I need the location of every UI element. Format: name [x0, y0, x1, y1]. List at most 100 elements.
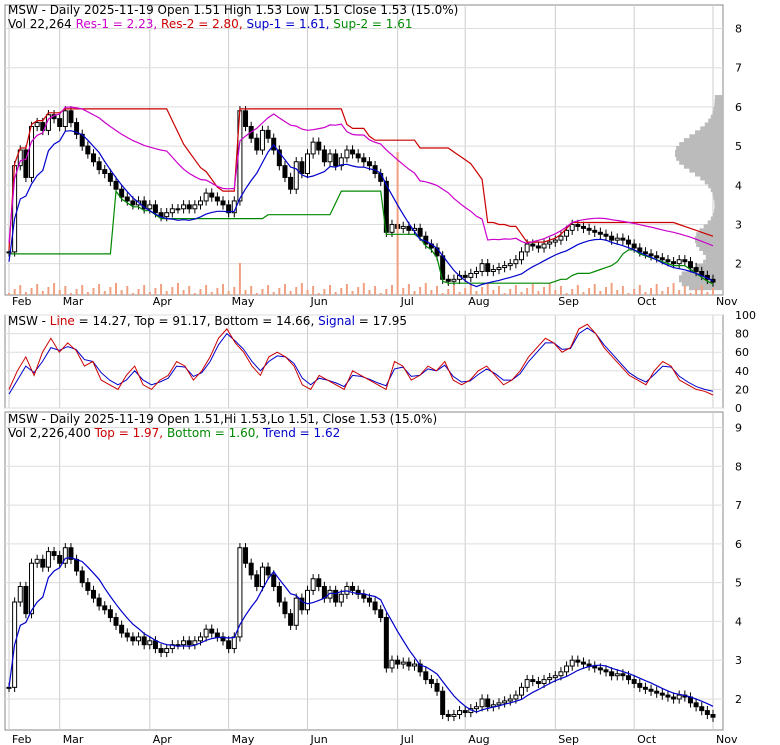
- trend-candle-body: [614, 673, 620, 677]
- trend-candle-body: [40, 558, 46, 568]
- volume-bar: [526, 288, 529, 295]
- volume-profile-bar: [703, 224, 723, 232]
- volume-bar: [593, 284, 596, 295]
- trend-candle-body: [203, 628, 209, 638]
- price-candle-body: [400, 225, 406, 229]
- price-candle-body: [276, 149, 282, 167]
- trend-candle-body: [547, 677, 553, 681]
- volume-profile-bar: [712, 189, 723, 197]
- trend-candle-body: [350, 586, 356, 591]
- price-candle-body: [665, 259, 671, 263]
- trend-candle-body: [243, 547, 249, 564]
- volume-bar: [441, 293, 444, 295]
- volume-profile-bar: [699, 228, 723, 236]
- volume-bar: [689, 293, 692, 295]
- price-candle-body: [304, 153, 310, 175]
- trend-panel-legend-part: Bottom = 1.60,: [167, 426, 263, 440]
- volume-bar: [109, 287, 112, 295]
- oscillator-line: [8, 323, 714, 396]
- price-candle-body: [147, 204, 153, 210]
- volume-profile-bar: [713, 193, 723, 201]
- volume-profile-bar: [679, 142, 723, 150]
- trend-candle-body: [637, 682, 643, 688]
- x-tick-label: Sep: [558, 733, 579, 745]
- trend-candle-body: [626, 675, 632, 681]
- price-candle-body: [659, 257, 665, 261]
- trend-panel-y-tick-label: 6: [735, 538, 742, 551]
- price-candle-body: [259, 129, 265, 151]
- volume-bar: [210, 292, 213, 295]
- price-panel-legend: Vol 22,264 Res-1 = 2.23, Res-2 = 2.80, S…: [8, 17, 413, 31]
- support-1-line: [8, 130, 714, 288]
- price-candle-body: [366, 161, 372, 167]
- price-candle-body: [445, 278, 451, 282]
- volume-profile-bar: [696, 232, 723, 240]
- trend-candle-body: [293, 597, 299, 626]
- trend-candle-body: [479, 698, 485, 708]
- price-candle-body: [575, 223, 581, 227]
- trend-candle-body: [473, 706, 479, 710]
- volume-bar: [8, 293, 10, 295]
- trend-candle-body: [141, 636, 147, 646]
- price-candle-body: [580, 225, 586, 229]
- volume-profile-bar: [681, 279, 723, 287]
- volume-bar: [644, 292, 647, 295]
- volume-bar: [514, 285, 517, 295]
- trend-candle-body: [186, 640, 192, 646]
- trend-candle-body: [45, 551, 51, 568]
- trend-candle-body: [29, 562, 35, 615]
- volume-bar: [289, 291, 292, 295]
- volume-profile-bar: [694, 236, 723, 244]
- volume-profile: [675, 95, 723, 291]
- trend-candle-body: [693, 702, 699, 708]
- price-candle-body: [197, 200, 203, 206]
- trend-candle-body: [395, 659, 401, 665]
- volume-bar: [272, 292, 275, 295]
- price-panel-y-tick-label: 5: [735, 140, 742, 153]
- trend-candle-body: [440, 690, 446, 715]
- price-candle-body: [355, 153, 361, 159]
- trend-candles: [6, 543, 716, 722]
- volume-profile-bar: [696, 240, 723, 248]
- trend-candle-body: [147, 640, 153, 646]
- price-candle-body: [564, 229, 570, 237]
- trend-candle-body: [457, 710, 463, 715]
- x-tick-label: Feb: [12, 733, 31, 745]
- volume-bar: [165, 291, 168, 295]
- volume-bar: [683, 286, 686, 295]
- volume-bar: [503, 293, 506, 295]
- price-candle-body: [68, 110, 74, 124]
- support-2-line: [9, 189, 714, 285]
- price-candle-body: [186, 204, 192, 210]
- trend-candle-body: [197, 636, 203, 642]
- price-panel-legend-part: Sup-2 = 1.61: [333, 17, 412, 31]
- price-panel-legend-part: Sup-1 = 1.61,: [246, 17, 333, 31]
- volume-profile-bar: [705, 251, 723, 259]
- oscillator-panel-title-part: MSW -: [8, 314, 50, 328]
- trend-candle-body: [226, 640, 232, 650]
- price-candle-body: [631, 243, 637, 249]
- trend-candle-body: [248, 562, 254, 576]
- trend-candle-body: [316, 578, 322, 588]
- volume-bar: [306, 290, 309, 295]
- volume-bar: [115, 283, 118, 295]
- volume-profile-bar: [689, 165, 723, 173]
- price-candle-body: [389, 223, 395, 233]
- trend-candle-body: [23, 586, 29, 615]
- volume-bar: [148, 292, 151, 295]
- trend-candle-body: [338, 593, 344, 603]
- trend-candle-body: [259, 566, 265, 588]
- x-tick-label: Oct: [637, 733, 657, 745]
- volume-profile-bar: [679, 157, 723, 165]
- trend-candle-body: [519, 686, 525, 696]
- price-panel-y-tick-label: 8: [735, 23, 742, 36]
- trend-candle-body: [400, 661, 406, 665]
- volume-bar: [413, 291, 416, 295]
- volume-bar: [531, 284, 534, 295]
- price-candle-body: [350, 149, 356, 155]
- volume-profile-bar: [710, 185, 723, 193]
- volume-profile-bar: [676, 146, 723, 153]
- trend-candle-body: [68, 547, 74, 560]
- volume-bar: [81, 285, 84, 295]
